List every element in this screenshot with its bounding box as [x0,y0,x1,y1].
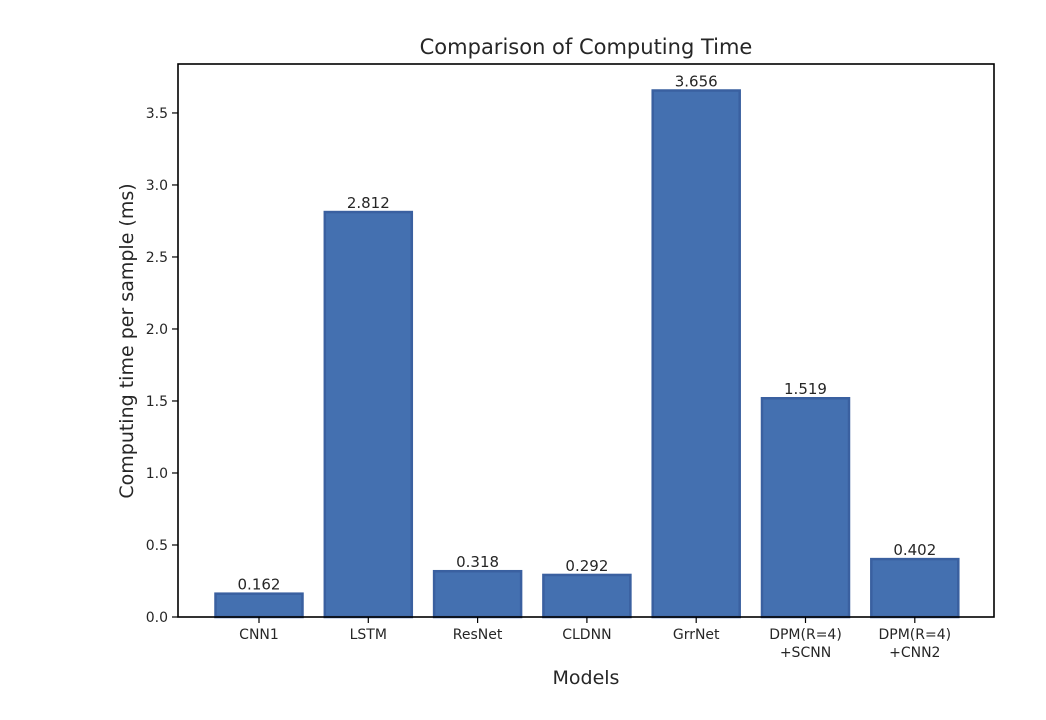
y-tick-label: 3.0 [146,178,168,194]
x-tick-label: DPM(R=4) [879,627,952,643]
bars-group [214,89,960,619]
y-tick-label: 2.5 [146,250,168,266]
bar-3 [542,573,632,619]
x-tick-label: CNN1 [239,627,279,643]
y-tick-label: 3.5 [146,106,168,122]
x-tick-label: GrrNet [673,627,720,643]
bar-4 [651,89,741,619]
x-tick-label: LSTM [350,627,387,643]
x-tick-label: +CNN2 [889,645,940,661]
value-label: 2.812 [347,194,390,212]
y-axis: 0.0 0.5 1.0 1.5 2.0 2.5 3.0 3.5 [146,106,178,626]
chart-title: Comparison of Computing Time [420,35,753,59]
value-labels-group: 0.162 2.812 0.318 0.292 3.656 1.519 0.402 [238,72,937,593]
x-tick-label: ResNet [453,627,503,643]
bar-6 [870,557,960,619]
bar-1 [323,210,414,619]
y-tick-label: 2.0 [146,322,168,338]
value-label: 0.318 [456,553,499,571]
plot-frame [177,63,995,618]
bar-5 [760,396,851,619]
x-axis: CNN1 LSTM ResNet CLDNN GrrNet DPM(R=4) +SCNN DP… [239,617,951,661]
y-tick-label: 0.0 [146,610,168,626]
value-label: 0.292 [565,557,608,575]
x-tick-label: +SCNN [780,645,831,661]
x-axis-label: Models [553,667,620,689]
value-label: 3.656 [675,72,718,90]
value-label: 1.519 [784,380,827,398]
value-label: 0.162 [238,576,281,594]
y-axis-label: Computing time per sample (ms) [116,183,138,498]
x-tick-label: DPM(R=4) [769,627,842,643]
y-tick-label: 0.5 [146,538,168,554]
value-label: 0.402 [893,541,936,559]
y-tick-label: 1.5 [146,394,168,410]
bar-2 [432,569,523,619]
x-tick-label: CLDNN [562,627,611,643]
y-tick-label: 1.0 [146,466,168,482]
bar-0 [214,592,304,619]
